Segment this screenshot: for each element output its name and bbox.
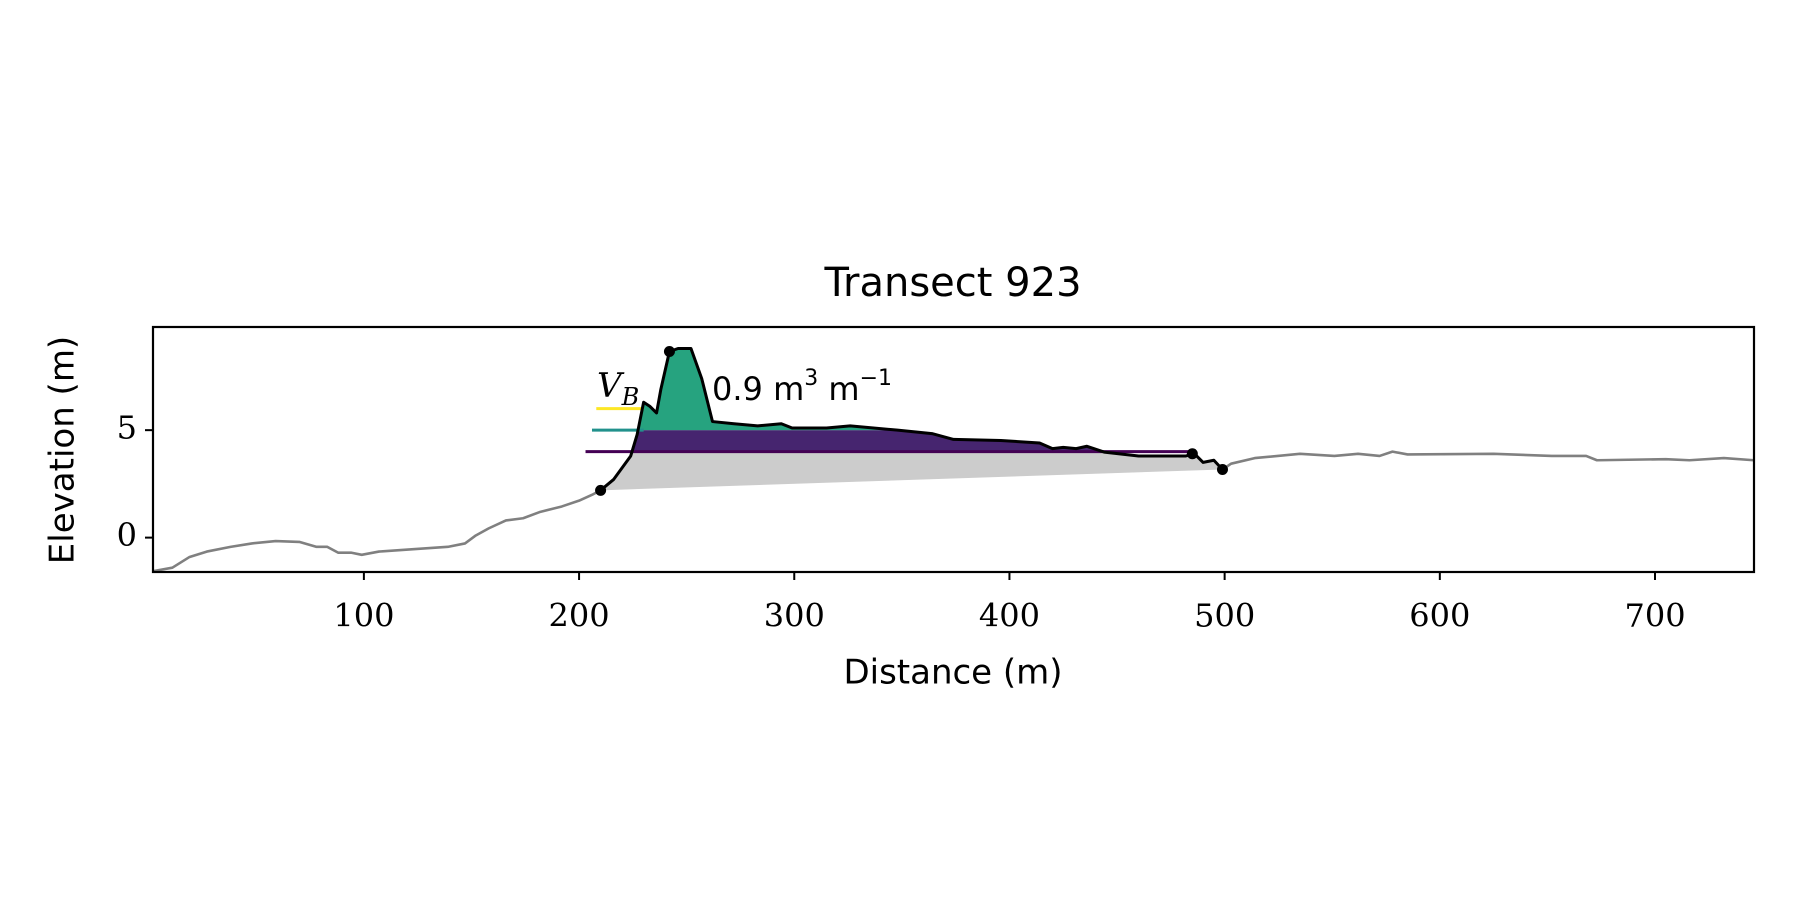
y-axis-label: Elevation (m) [43,336,83,564]
annotation-text: m [818,370,859,408]
volume-fill [632,430,1103,452]
x-tick-label: 300 [764,597,825,635]
marker [595,484,607,496]
x-tick-label: 700 [1624,597,1685,635]
x-tick-label: 100 [333,597,394,635]
dune-line [599,346,1224,492]
annotation-symbol: VB [597,366,639,411]
annotation-value: 0.9 m3 m−1 [712,366,892,408]
annotation-text: 0.9 m [712,370,804,408]
volume-fill [600,451,1223,491]
profile-line [153,450,1754,572]
superscript: 3 [804,366,818,391]
marker [1186,448,1198,460]
chart-title: Transect 923 [823,260,1081,306]
marker [663,346,675,357]
y-tick-label: 0 [117,516,137,554]
marker [1216,463,1228,475]
subscript: B [621,383,640,411]
symbol: V [597,366,625,406]
x-tick-label: 200 [549,597,610,635]
plot-frame [151,325,1756,574]
volume-fill [638,348,898,431]
x-tick-label: 600 [1409,597,1470,635]
x-axis-label: Distance (m) [843,653,1062,693]
superscript: −1 [860,366,892,391]
y-tick-label: 5 [117,409,137,447]
x-tick-label: 400 [979,597,1040,635]
x-tick-label: 500 [1194,597,1255,635]
